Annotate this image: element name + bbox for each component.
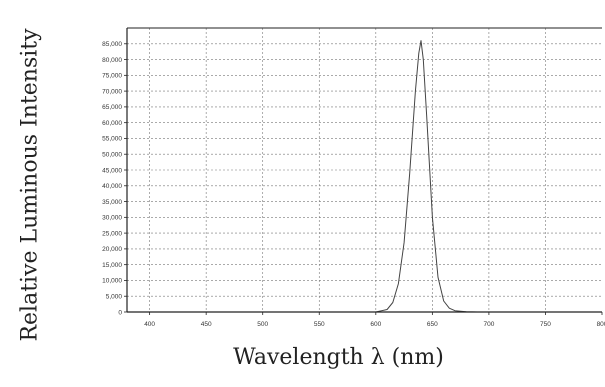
y-tick-label: 70,000 [102,88,122,95]
y-tick-label: 30,000 [102,215,122,222]
x-axis-ticks: 400 450 500 550 600 650 700 750 800 [144,312,605,328]
x-tick-label: 550 [314,321,325,328]
x-tick-label: 700 [483,321,494,328]
y-tick-label: 40,000 [102,183,122,190]
y-tick-label: 85,000 [102,41,122,48]
x-tick-label: 750 [540,321,551,328]
x-tick-label: 650 [427,321,438,328]
y-axis-ticks: 0 5,000 10,000 15,000 20,000 25,000 30,000 35,0… [102,41,127,316]
y-tick-label: 35,000 [102,199,122,206]
y-tick-label: 0 [118,309,122,316]
y-tick-label: 45,000 [102,167,122,174]
y-tick-label: 15,000 [102,262,122,269]
y-tick-label: 20,000 [102,246,122,253]
grid [127,28,602,312]
y-tick-label: 50,000 [102,152,122,159]
x-tick-label: 400 [144,321,155,328]
y-tick-label: 25,000 [102,230,122,237]
y-tick-label: 55,000 [102,136,122,143]
x-tick-label: 600 [370,321,381,328]
x-axis-label: Wavelength λ (nm) [233,345,444,370]
y-tick-label: 5,000 [106,294,123,301]
y-tick-label: 65,000 [102,104,122,111]
spectrum-line [375,40,489,313]
y-axis-label: Relative Luminous Intensity [17,28,43,342]
y-tick-label: 60,000 [102,120,122,127]
y-tick-label: 10,000 [102,278,122,285]
y-tick-label: 80,000 [102,57,122,64]
x-tick-label: 450 [201,321,212,328]
y-tick-label: 75,000 [102,73,122,80]
x-tick-label: 800 [597,321,605,328]
x-axis-label-wrap: Wavelength λ (nm) [0,345,605,370]
x-tick-label: 500 [257,321,268,328]
